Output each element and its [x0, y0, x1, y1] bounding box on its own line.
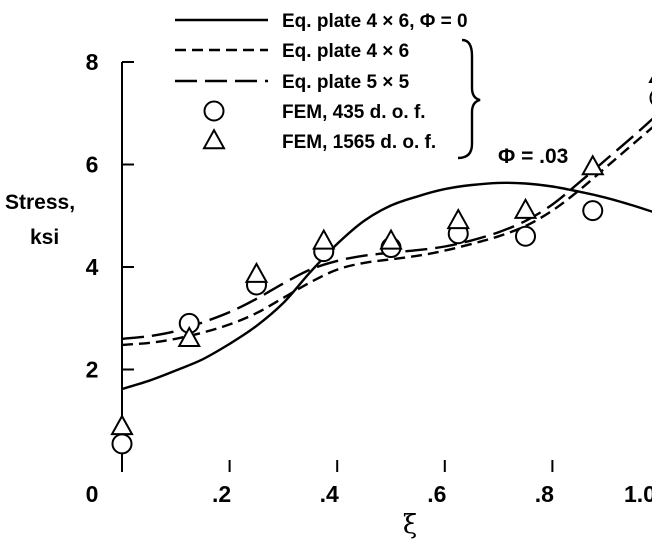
y-tick-label: 8 — [86, 49, 99, 75]
legend: Eq. plate 4 × 6, Φ = 0 Eq. plate 4 × 6 Eq.… — [175, 11, 481, 160]
triangle-point — [379, 228, 403, 250]
legend-brace — [457, 38, 481, 160]
triangle-point — [581, 154, 605, 176]
triangle-point — [110, 414, 134, 436]
y-tick-label: 4 — [86, 254, 99, 280]
x-tick-label: .4 — [320, 481, 339, 507]
x-tick-label: .6 — [427, 481, 446, 507]
legend-label-3: Eq. plate 5 × 5 — [282, 72, 410, 93]
x-tick-label: .8 — [535, 481, 554, 507]
circle-point — [582, 200, 604, 222]
plot-series — [110, 76, 652, 455]
triangle-point — [446, 208, 470, 230]
legend-marker-circle — [203, 100, 225, 122]
x-tick-label: 1.0 — [624, 481, 652, 507]
series-line-2 — [121, 126, 652, 347]
legend-marker-triangle — [202, 128, 226, 150]
y-axis-label-line2: ksi — [30, 226, 59, 249]
circle-point — [515, 225, 536, 247]
x-tick-label: .2 — [212, 481, 231, 507]
y-tick-label: 6 — [86, 152, 99, 178]
phi-annotation: Φ = .03 — [498, 145, 568, 168]
triangle-point — [513, 197, 538, 219]
legend-label-4: FEM, 435 d. o. f. — [282, 102, 426, 123]
triangle-point — [177, 325, 201, 347]
triangle-point — [312, 228, 336, 250]
legend-label-1: Eq. plate 4 × 6, Φ = 0 — [282, 11, 468, 32]
legend-label-2: Eq. plate 4 × 6 — [282, 41, 409, 62]
legend-label-5: FEM, 1565 d. o. f. — [282, 132, 436, 153]
x-axis-label: ξ — [403, 510, 417, 540]
circle-point — [111, 433, 133, 455]
triangle-point — [244, 261, 269, 283]
series-line-1 — [121, 181, 652, 391]
x-tick-label: 0 — [86, 481, 99, 507]
axes: 2 4 6 8 0 .2 .4 .6 .8 1.0 — [86, 49, 652, 507]
y-tick-label: 2 — [86, 357, 99, 383]
y-axis-label-line1: Stress, — [5, 191, 75, 214]
